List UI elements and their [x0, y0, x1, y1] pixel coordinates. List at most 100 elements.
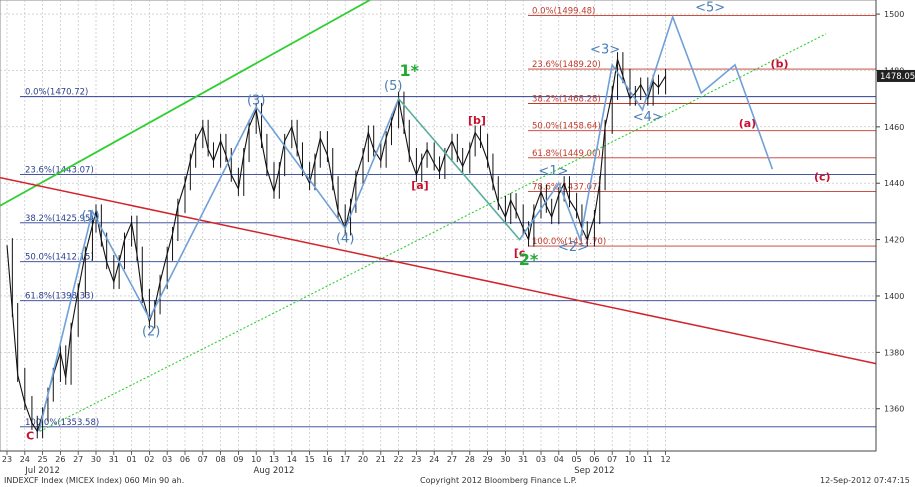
- y-tick-label: 1500: [884, 10, 904, 19]
- wave-label-red: [b]: [468, 114, 486, 127]
- fib-label-red: 50.0%(1458.64): [532, 122, 601, 132]
- x-tick-label: 31: [518, 455, 528, 464]
- price-series: [6, 52, 667, 439]
- elliott-wave-path: [38, 14, 774, 432]
- fib-label-red: 23.6%(1489.20): [532, 60, 601, 70]
- uptrend-channel-bottom: [39, 33, 827, 432]
- x-tick-label: 06: [589, 455, 599, 464]
- x-tick-label: 08: [216, 455, 226, 464]
- wave-label-green: 2*: [519, 250, 539, 269]
- x-tick-label: 28: [465, 455, 475, 464]
- x-tick-label: 03: [536, 455, 546, 464]
- x-tick-label: 02: [144, 455, 154, 464]
- y-tick-label: 1420: [884, 236, 904, 245]
- wave-label-red: (c): [814, 170, 831, 183]
- last-price-marker: [877, 69, 915, 82]
- wave-labels: (1) (2) (3) (4) (5) <1> <2> <3> <4> <5> [a] [b] [c (a…: [26, 0, 830, 442]
- wave-label-blue: <2>: [558, 240, 588, 255]
- x-tick-label: 16: [322, 455, 332, 464]
- grid: [0, 0, 877, 452]
- wave-label-red: (a): [739, 117, 756, 130]
- x-tick-label: 06: [180, 455, 190, 464]
- wave-label-blue: (2): [142, 324, 160, 339]
- x-tick-label: 26: [55, 455, 65, 464]
- x-tick-label: 10: [625, 455, 635, 464]
- month-label: Jul 2012: [24, 466, 60, 476]
- x-tick-label: 21: [376, 455, 386, 464]
- footer-ticker: INDEXCF Index (MICEX Index) 060 Min 90 a…: [4, 476, 184, 485]
- wave-label-red: [a]: [411, 179, 428, 192]
- fib-label-blue: 23.6%(1443.07): [25, 166, 94, 176]
- x-tick-label: 20: [358, 455, 368, 464]
- x-tick-label: 03: [162, 455, 172, 464]
- wave-label-red: C: [26, 430, 34, 443]
- wave-label-blue: (1): [81, 209, 99, 224]
- x-tick-label: 09: [233, 455, 243, 464]
- fib-label-red: 100.0%(1417.70): [532, 237, 606, 247]
- footer-copyright: Copyright 2012 Bloomberg Finance L.P.: [420, 476, 577, 485]
- fib-label-red: 0.0%(1499.48): [532, 7, 595, 17]
- x-tick-label: 29: [483, 455, 493, 464]
- x-tick-label: 11: [643, 455, 653, 464]
- x-tick-label: 23: [411, 455, 421, 464]
- correction-line: [398, 98, 521, 240]
- downtrend-line: [0, 176, 877, 365]
- x-tick-label: 23: [2, 455, 12, 464]
- x-tick-label: 07: [198, 455, 208, 464]
- x-tick-label: 31: [109, 455, 119, 464]
- x-tick-label: 25: [38, 455, 48, 464]
- wave-label-blue: <4>: [633, 110, 663, 125]
- x-tick-label: 10: [251, 455, 261, 464]
- fib-label-red: 78.6%(1437.07): [532, 182, 601, 192]
- wave-projection: [38, 14, 774, 432]
- fib-label-red: 61.8%(1449.00): [532, 149, 601, 159]
- y-tick-label: 1400: [884, 292, 904, 301]
- last-price-label: 1478.05: [880, 72, 915, 82]
- x-tick-label: 30: [91, 455, 101, 464]
- wave-label-red: [c: [514, 247, 526, 260]
- x-tick-label: 22: [394, 455, 404, 464]
- price-line: [6, 59, 667, 433]
- x-tick-label: 14: [287, 455, 297, 464]
- month-label: Sep 2012: [574, 466, 614, 476]
- fib-label-red: 38.2%(1468.28): [532, 95, 601, 105]
- y-tick-label: 1360: [884, 405, 904, 414]
- fib-levels: 0.0%(1470.72) 23.6%(1443.07) 38.2%(1425.95…: [20, 7, 876, 428]
- x-tick-label: 24: [429, 455, 439, 464]
- wave-label-blue: <5>: [695, 0, 725, 15]
- x-tick-label: 12: [661, 455, 671, 464]
- x-tick-label: 04: [554, 455, 564, 464]
- wave-label-blue: (5): [384, 79, 402, 94]
- x-tick-label: 27: [447, 455, 457, 464]
- x-tick-label: 27: [73, 455, 83, 464]
- x-tick-label: 15: [305, 455, 315, 464]
- y-tick-label: 1440: [884, 179, 904, 188]
- wave-label-blue: (4): [336, 231, 354, 246]
- uptrend-channel-top: [0, 0, 371, 207]
- x-tick-label: 30: [500, 455, 510, 464]
- wave-label-blue: (3): [247, 93, 265, 108]
- trend-lines: [0, 0, 877, 432]
- fib-label-blue: 0.0%(1470.72): [25, 88, 88, 98]
- footer-timestamp: 12-Sep-2012 07:47:15: [820, 476, 910, 485]
- wave-label-blue: <3>: [590, 43, 620, 58]
- month-label: Aug 2012: [254, 466, 295, 476]
- y-tick-label: 1460: [884, 123, 904, 132]
- x-tick-label: 13: [269, 455, 279, 464]
- wave-label-green: 1*: [400, 61, 420, 80]
- x-tick-label: 05: [572, 455, 582, 464]
- fib-label-blue: 38.2%(1425.95): [25, 214, 94, 224]
- plot-area: [0, 0, 877, 452]
- x-tick-label: 01: [127, 455, 137, 464]
- x-tick-label: 24: [20, 455, 30, 464]
- fib-label-blue: 50.0%(1412.15): [25, 253, 94, 263]
- fib-label-blue: 61.8%(1398.33): [25, 292, 94, 302]
- x-tick-label: 07: [607, 455, 617, 464]
- fib-label-blue: 100.0%(1353.58): [25, 418, 99, 428]
- wave-label-blue: <1>: [538, 164, 568, 179]
- y-tick-label: 1380: [884, 348, 904, 357]
- wave-label-red: (b): [771, 58, 789, 71]
- x-tick-label: 17: [340, 455, 350, 464]
